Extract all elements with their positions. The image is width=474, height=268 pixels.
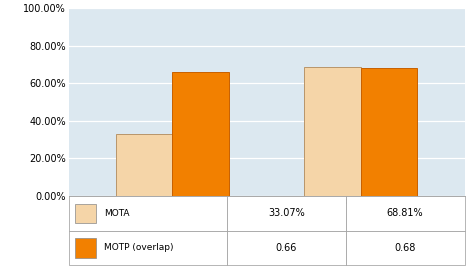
Bar	[227, 230, 346, 265]
Bar	[346, 196, 465, 230]
Bar	[116, 134, 173, 196]
Bar	[346, 230, 465, 265]
Text: 33.07%: 33.07%	[268, 208, 305, 218]
Bar	[75, 204, 96, 223]
Bar	[69, 230, 227, 265]
Text: 0.66: 0.66	[276, 243, 297, 253]
Bar	[227, 196, 346, 230]
Text: 68.81%: 68.81%	[387, 208, 423, 218]
Text: MOTA: MOTA	[104, 209, 130, 218]
Bar	[173, 72, 229, 196]
Bar	[69, 196, 227, 230]
Bar	[75, 239, 96, 258]
Text: 0.68: 0.68	[394, 243, 416, 253]
Text: MOTP (overlap): MOTP (overlap)	[104, 243, 174, 252]
Bar	[304, 67, 361, 196]
Bar	[361, 68, 418, 196]
